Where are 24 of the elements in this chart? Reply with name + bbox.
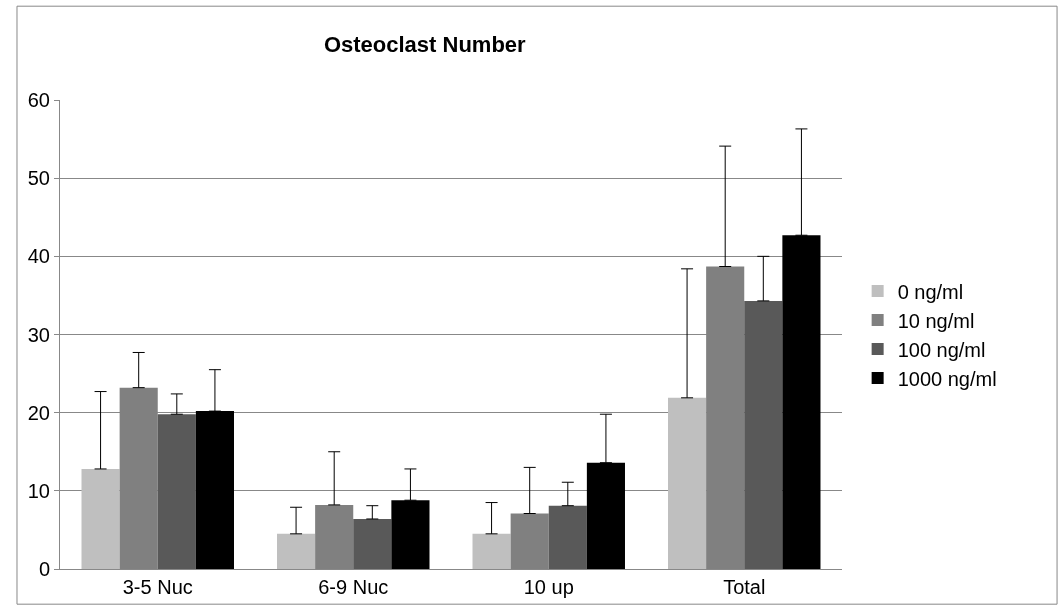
y-tick-label: 50 — [27, 167, 50, 190]
bar — [744, 300, 783, 569]
x-tick-label: 3-5 Nuc — [122, 576, 193, 598]
legend-label: 0 ng/ml — [897, 280, 964, 303]
legend-label: 10 ng/ml — [897, 309, 975, 332]
x-tick-label: 10 up — [523, 576, 574, 598]
legend-label: 100 ng/ml — [897, 338, 986, 361]
y-tick-label: 30 — [27, 323, 50, 346]
bar — [157, 414, 196, 569]
y-tick-label: 20 — [27, 401, 50, 424]
x-tick-label: Total — [723, 576, 766, 598]
legend-label: 1000 ng/ml — [897, 367, 997, 390]
bar — [548, 505, 587, 569]
bar — [81, 468, 120, 569]
y-tick-label: 60 — [27, 89, 50, 111]
y-tick-label: 40 — [27, 245, 50, 268]
x-tick-label: 6-9 Nuc — [318, 576, 389, 598]
chart-title: Osteoclast Number — [323, 32, 527, 57]
bar — [353, 518, 392, 569]
bar — [668, 397, 707, 569]
bar — [472, 533, 511, 569]
y-tick-label: 10 — [27, 479, 50, 502]
y-tick-label: 0 — [38, 558, 50, 580]
bar — [277, 533, 316, 569]
